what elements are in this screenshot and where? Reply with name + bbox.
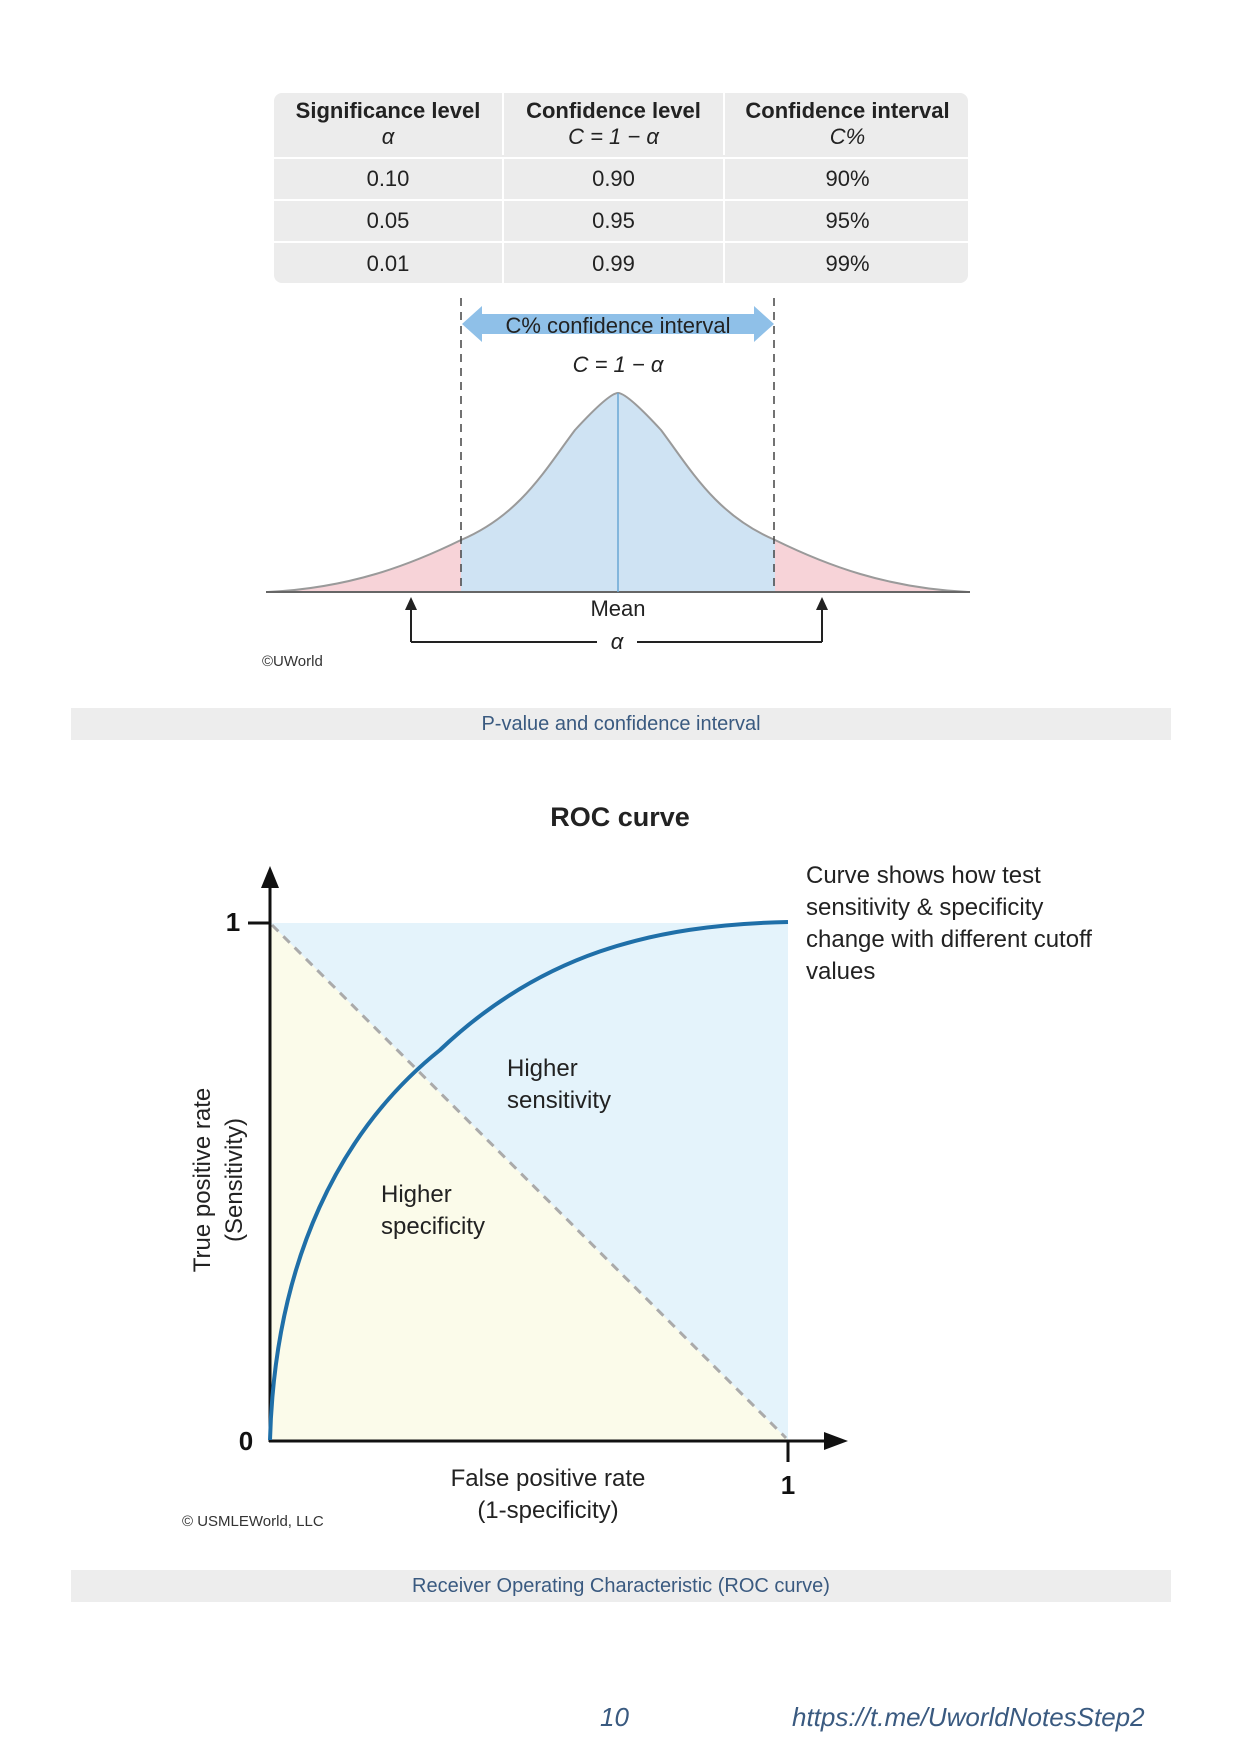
header-symbol: α <box>381 124 395 149</box>
y-tick-label-bottom: 0 <box>239 1426 253 1456</box>
roc-curve-note: Curve shows how test sensitivity & speci… <box>806 862 1092 985</box>
right-tail-region <box>775 540 968 592</box>
table-cell: 99% <box>723 243 968 283</box>
roc-curve-diagram: 1 0 1 Higher sensitivity Higher specific… <box>189 866 848 1524</box>
table-cell: 0.95 <box>502 201 723 241</box>
mean-label: Mean <box>590 596 645 621</box>
table-row: 0.01 0.99 99% <box>274 241 968 283</box>
lower-region-label-line1: Higher <box>381 1181 452 1208</box>
usmleworld-credit: © USMLEWorld, LLC <box>182 1513 324 1530</box>
header-label: Significance level <box>295 98 481 123</box>
header-label: Confidence interval <box>745 98 950 123</box>
upper-region-label-line1: Higher <box>507 1055 578 1082</box>
lower-region-label-line2: specificity <box>381 1213 485 1240</box>
table-cell: 0.01 <box>366 251 410 276</box>
upper-region-label-line2: sensitivity <box>507 1087 611 1114</box>
x-tick-label-right: 1 <box>781 1470 795 1500</box>
header-label: Confidence level <box>526 98 701 123</box>
y-axis-label-line2: (Sensitivity) <box>221 1118 248 1242</box>
header-symbol: C = 1 − α <box>568 124 659 149</box>
confidence-interval-diagram: C% confidence interval C = 1 − α Mean α <box>266 298 970 654</box>
table-row: 0.05 0.95 95% <box>274 199 968 241</box>
roc-curve-line <box>268 920 789 1441</box>
table-header-cell: Significance level α <box>274 93 502 155</box>
table-header-cell: Confidence interval C% <box>723 93 968 155</box>
figure-caption-pvalue: P-value and confidence interval <box>71 708 1171 740</box>
table-cell: 0.90 <box>502 159 723 199</box>
table-cell: 0.99 <box>502 243 723 283</box>
arrow-up-icon <box>816 597 828 610</box>
y-axis-arrow-icon <box>261 866 279 888</box>
y-tick-label-top: 1 <box>226 907 240 937</box>
left-tail-region <box>268 540 461 592</box>
x-axis-label-line2: (1-specificity) <box>477 1497 618 1524</box>
roc-title: ROC curve <box>550 802 690 832</box>
interval-double-arrow <box>462 306 774 342</box>
table-cell: 0.05 <box>366 208 410 233</box>
table-cell: 0.10 <box>366 166 410 191</box>
figure-caption-roc: Receiver Operating Characteristic (ROC c… <box>71 1570 1171 1602</box>
page-number: 10 <box>600 1702 629 1732</box>
confidence-formula: C = 1 − α <box>573 352 665 377</box>
table-header-cell: Confidence level C = 1 − α <box>502 93 723 155</box>
x-axis-label-line1: False positive rate <box>451 1465 646 1492</box>
table-cell: 90% <box>723 159 968 199</box>
arrow-up-icon <box>405 597 417 610</box>
telegram-link[interactable]: https://t.me/UworldNotesStep2 <box>792 1702 1145 1732</box>
interval-label: C% confidence interval <box>505 313 730 338</box>
significance-table: Significance level α Confidence level C … <box>274 93 968 283</box>
table-row: 0.10 0.90 90% <box>274 157 968 199</box>
header-symbol: C% <box>829 124 866 149</box>
uworld-credit: ©UWorld <box>262 653 323 670</box>
y-axis-label-line1: True positive rate <box>189 1088 216 1273</box>
alpha-label: α <box>611 629 625 654</box>
table-header-row: Significance level α Confidence level C … <box>274 93 968 155</box>
x-axis-arrow-icon <box>824 1432 848 1450</box>
table-cell: 95% <box>723 201 968 241</box>
